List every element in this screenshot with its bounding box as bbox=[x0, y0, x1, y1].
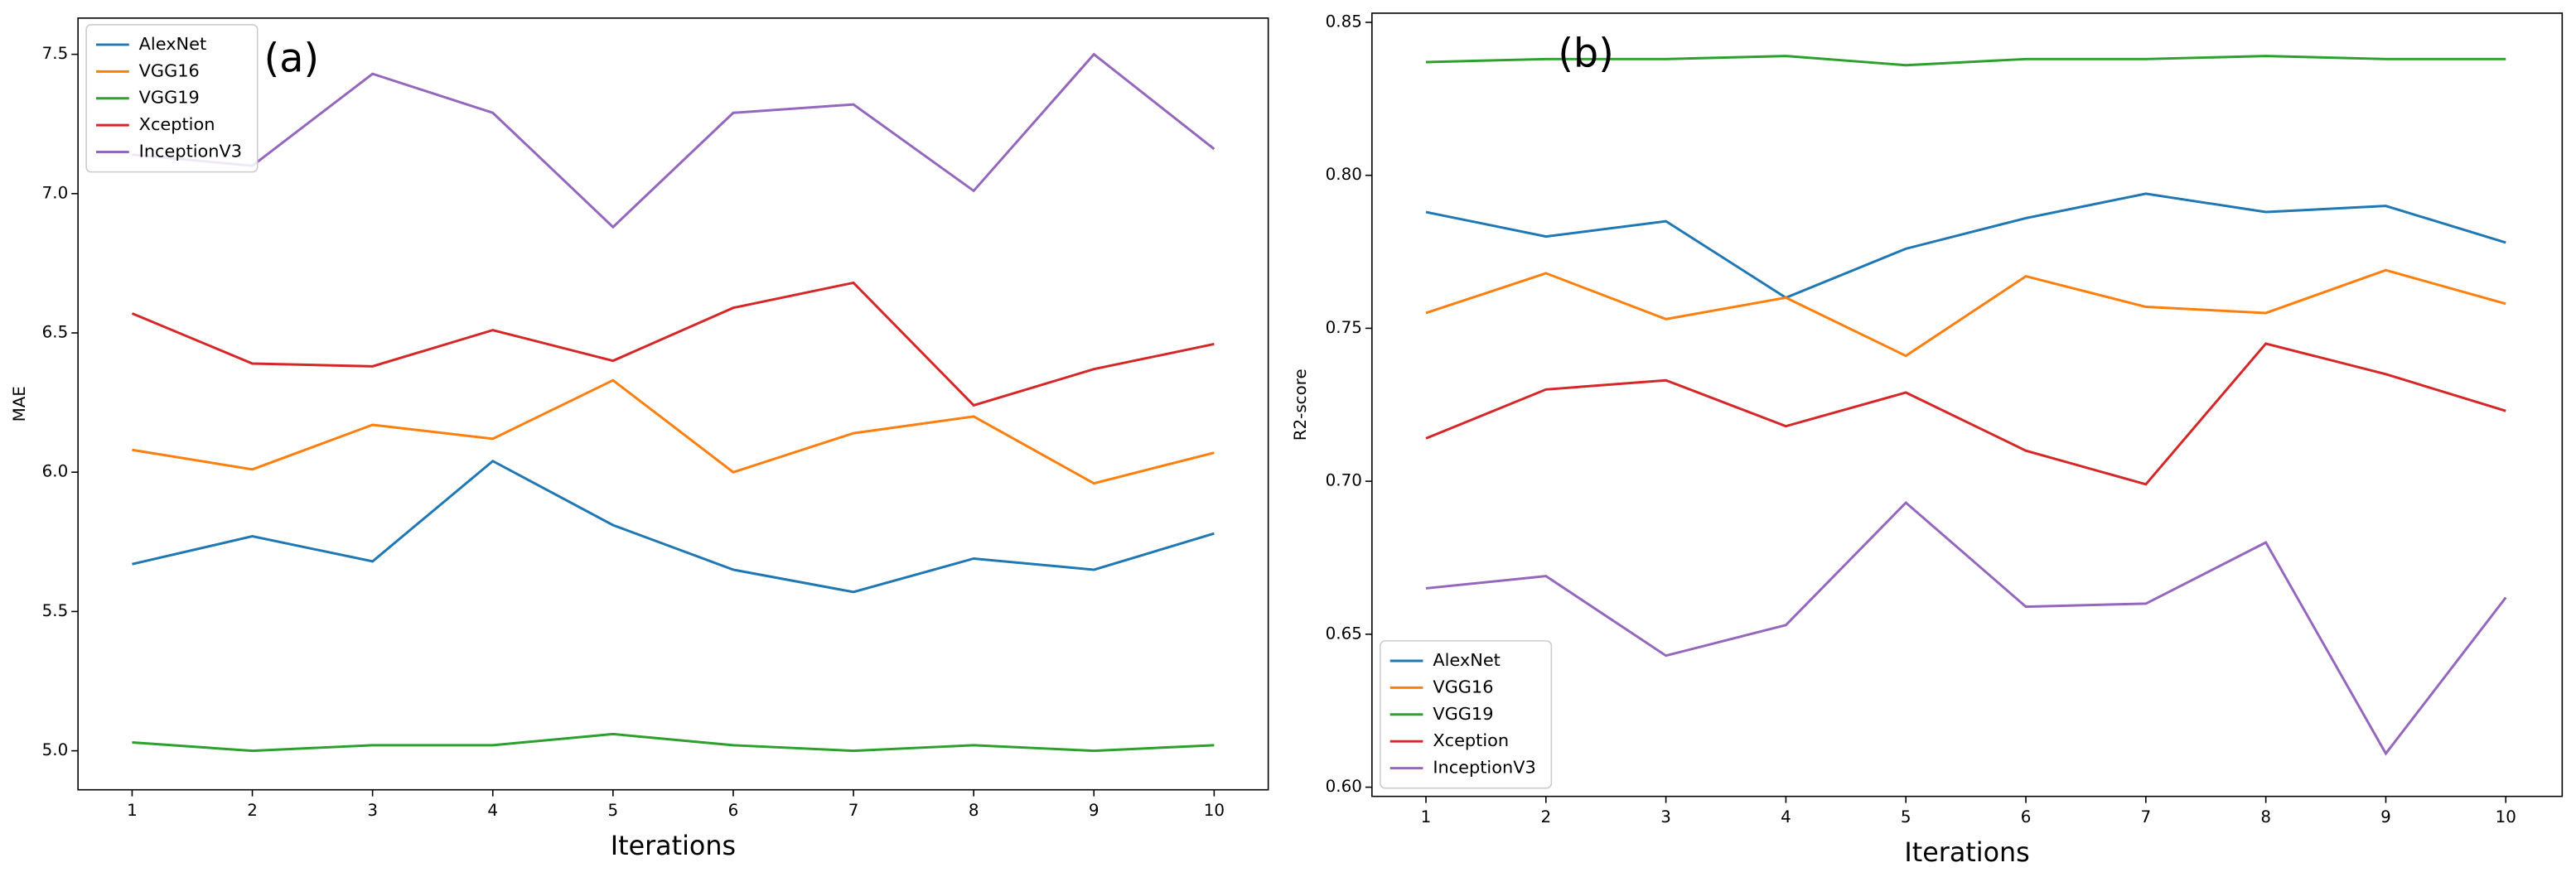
legend: AlexNet VGG16 VGG19 Xception InceptionV3 bbox=[1379, 640, 1553, 789]
y-tick-label: 0.65 bbox=[1326, 624, 1362, 643]
y-tick-label: 0.80 bbox=[1326, 165, 1362, 184]
line-series bbox=[132, 378, 1215, 485]
line-series bbox=[132, 732, 1215, 753]
x-tick-label: 6 bbox=[728, 801, 739, 820]
line-series bbox=[1425, 268, 2506, 358]
line-series bbox=[132, 459, 1215, 594]
axes-frame bbox=[77, 17, 1269, 791]
y-tick-label: 0.70 bbox=[1326, 471, 1362, 490]
x-axis-label: Iterations bbox=[1904, 838, 2029, 868]
y-tick-label: 0.60 bbox=[1326, 777, 1362, 796]
axes-frame bbox=[1371, 12, 2564, 797]
legend-label: VGG16 bbox=[1433, 677, 1493, 696]
panel-label: (b) bbox=[1558, 31, 1613, 77]
y-axis-label: MAE bbox=[10, 386, 29, 422]
y-axis-label: R2-score bbox=[1291, 369, 1310, 441]
y-tick-label: 7.0 bbox=[42, 183, 69, 202]
legend-label: InceptionV3 bbox=[1433, 758, 1535, 778]
y-tick-label: 6.5 bbox=[42, 322, 69, 341]
legend-label: AlexNet bbox=[1433, 650, 1501, 670]
x-tick-label: 10 bbox=[2496, 807, 2516, 826]
legend-label: AlexNet bbox=[139, 34, 207, 54]
y-tick-label: 5.5 bbox=[42, 601, 69, 620]
legend: AlexNet VGG16 VGG19 Xception InceptionV3 bbox=[85, 24, 259, 173]
legend-label: VGG19 bbox=[139, 88, 200, 108]
panel-label: (a) bbox=[264, 36, 319, 82]
x-tick-label: 2 bbox=[1540, 807, 1551, 826]
legend-label: VGG19 bbox=[1433, 704, 1493, 724]
x-tick-label: 7 bbox=[848, 801, 859, 820]
line-series bbox=[1425, 342, 2506, 486]
y-tick-label: 5.0 bbox=[42, 740, 69, 759]
x-tick-label: 9 bbox=[1089, 801, 1100, 820]
line-series bbox=[1425, 500, 2507, 756]
y-tick-label: 0.75 bbox=[1326, 318, 1362, 337]
y-tick-label: 7.5 bbox=[42, 44, 69, 63]
x-tick-label: 8 bbox=[969, 801, 979, 820]
x-tick-label: 8 bbox=[2260, 807, 2271, 826]
x-tick-label: 4 bbox=[1781, 807, 1791, 826]
x-tick-label: 5 bbox=[608, 801, 619, 820]
line-series bbox=[131, 281, 1215, 407]
legend-label: InceptionV3 bbox=[139, 141, 242, 161]
legend-box bbox=[85, 24, 259, 173]
x-tick-label: 7 bbox=[2141, 807, 2152, 826]
x-axis-label: Iterations bbox=[611, 831, 736, 861]
line-series bbox=[1425, 192, 2506, 300]
line-series bbox=[132, 52, 1216, 229]
x-tick-label: 1 bbox=[1421, 807, 1432, 826]
legend-box bbox=[1379, 640, 1553, 789]
x-tick-label: 9 bbox=[2380, 807, 2391, 826]
x-tick-label: 5 bbox=[1901, 807, 1911, 826]
y-tick-label: 0.85 bbox=[1326, 12, 1362, 31]
x-tick-label: 1 bbox=[127, 801, 138, 820]
x-tick-label: 10 bbox=[1204, 801, 1225, 820]
x-tick-label: 3 bbox=[367, 801, 378, 820]
line-series bbox=[1425, 55, 2506, 67]
x-tick-label: 2 bbox=[247, 801, 258, 820]
x-tick-label: 3 bbox=[1660, 807, 1671, 826]
legend-label: VGG16 bbox=[139, 60, 200, 80]
legend-label: Xception bbox=[139, 114, 215, 134]
y-tick-label: 6.0 bbox=[42, 462, 69, 481]
x-tick-label: 4 bbox=[487, 801, 498, 820]
legend-label: Xception bbox=[1433, 730, 1509, 750]
x-tick-label: 6 bbox=[2021, 807, 2032, 826]
